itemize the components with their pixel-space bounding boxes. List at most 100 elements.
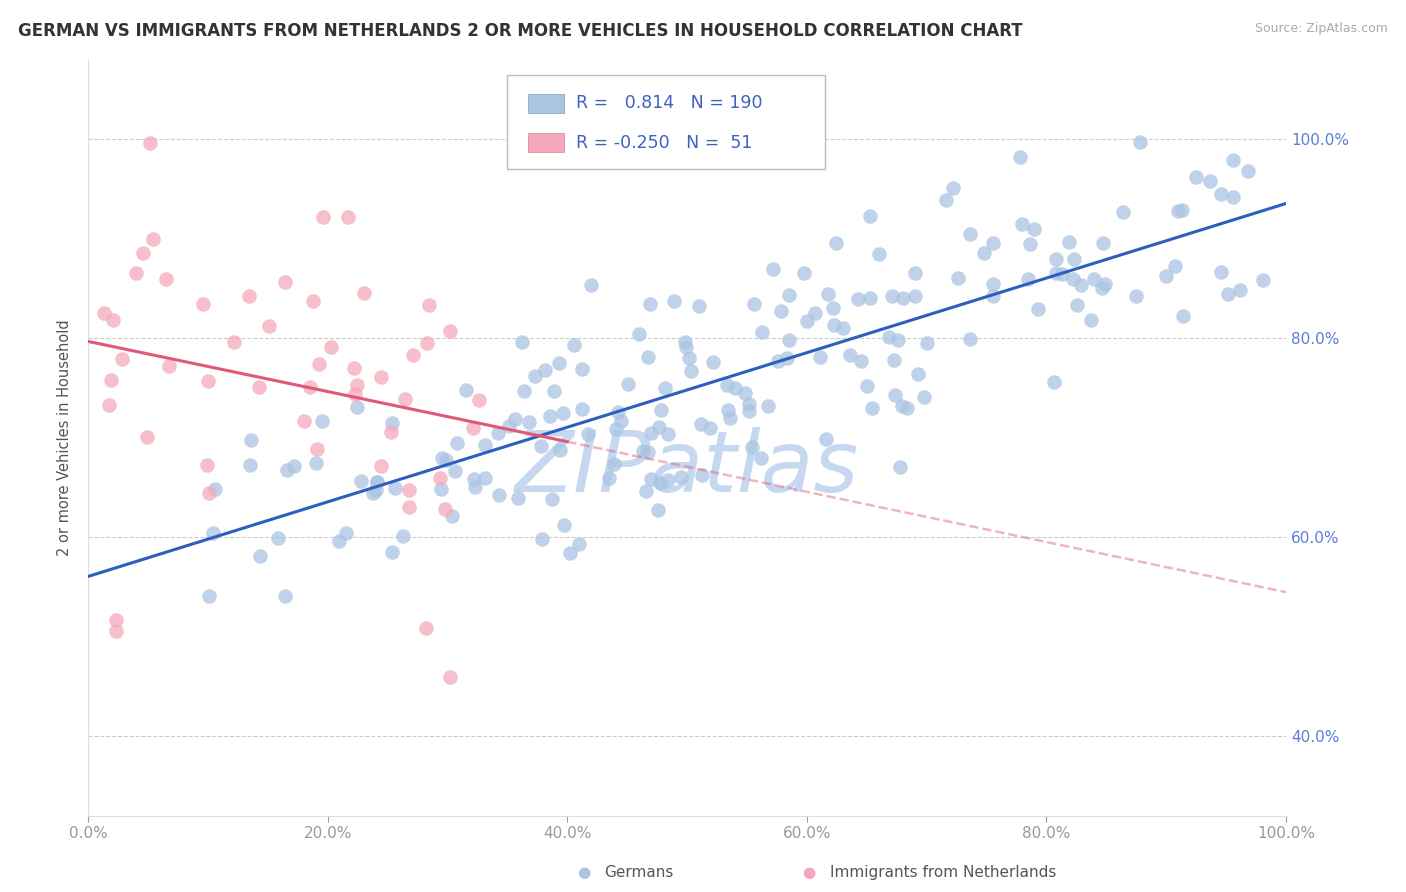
Point xyxy=(568,537,591,551)
Point xyxy=(93,306,115,320)
Point xyxy=(893,291,915,305)
Point xyxy=(859,291,882,305)
Point xyxy=(983,235,1005,250)
Point xyxy=(343,361,366,376)
Point xyxy=(506,491,529,506)
Point xyxy=(571,362,593,376)
Point xyxy=(718,411,741,425)
Point xyxy=(673,335,696,350)
Point xyxy=(543,384,565,399)
Point xyxy=(335,526,357,541)
Point xyxy=(778,334,800,348)
Point xyxy=(887,333,910,347)
Text: Germans: Germans xyxy=(605,865,673,880)
Point xyxy=(915,335,938,350)
Point xyxy=(259,318,281,333)
Text: ●: ● xyxy=(576,865,591,880)
Point xyxy=(1237,164,1260,178)
Point xyxy=(381,545,404,559)
Point xyxy=(912,391,935,405)
Point xyxy=(889,459,911,474)
Point xyxy=(602,457,624,471)
Point xyxy=(1222,153,1244,168)
Point xyxy=(101,313,124,327)
Point xyxy=(1080,313,1102,327)
Point xyxy=(204,482,226,496)
Point xyxy=(579,277,602,292)
Point xyxy=(981,289,1004,303)
Point xyxy=(849,353,872,368)
Point xyxy=(669,470,692,484)
Point xyxy=(690,467,713,482)
Point xyxy=(778,288,800,302)
Point xyxy=(640,426,662,441)
Point xyxy=(131,245,153,260)
Text: Source: ZipAtlas.com: Source: ZipAtlas.com xyxy=(1254,22,1388,36)
Point xyxy=(1091,236,1114,251)
Point xyxy=(434,501,457,516)
Point xyxy=(839,348,862,362)
Point xyxy=(1022,222,1045,236)
Point xyxy=(751,326,773,340)
Point xyxy=(198,589,221,603)
Text: ZIPatlas: ZIPatlas xyxy=(515,426,859,509)
Point xyxy=(446,436,468,450)
Point xyxy=(292,414,315,428)
Point xyxy=(392,529,415,543)
Point xyxy=(1063,252,1085,267)
Point xyxy=(198,485,221,500)
Point xyxy=(742,297,765,311)
Point xyxy=(657,473,679,487)
Point xyxy=(361,485,384,500)
Point xyxy=(553,407,575,421)
Point xyxy=(1209,187,1232,202)
Point xyxy=(142,232,165,246)
Point xyxy=(346,400,368,414)
Point xyxy=(498,418,520,433)
Point xyxy=(517,415,540,429)
Point xyxy=(959,333,981,347)
Point xyxy=(824,236,846,251)
Point xyxy=(1045,266,1067,280)
Point xyxy=(503,412,526,426)
Point xyxy=(973,246,995,260)
Point xyxy=(305,456,328,470)
Point xyxy=(474,471,496,485)
Point xyxy=(1017,271,1039,285)
Point xyxy=(135,430,157,444)
Point xyxy=(558,546,581,560)
Point xyxy=(443,464,465,478)
Point xyxy=(474,438,496,452)
Point xyxy=(299,379,322,393)
Bar xyxy=(527,94,564,113)
Point xyxy=(1094,277,1116,292)
Point xyxy=(416,336,439,351)
Point xyxy=(249,549,271,563)
Point xyxy=(346,378,368,392)
Point xyxy=(157,359,180,374)
Point xyxy=(104,613,127,627)
Point xyxy=(311,211,333,225)
Point xyxy=(884,388,907,402)
Point xyxy=(562,338,585,352)
Point xyxy=(717,402,740,417)
Point xyxy=(640,472,662,486)
Point xyxy=(690,417,713,431)
Point xyxy=(267,531,290,545)
Point xyxy=(1229,283,1251,297)
Point xyxy=(524,369,547,384)
Point xyxy=(364,483,387,498)
Point xyxy=(648,420,671,434)
Point xyxy=(1019,237,1042,252)
Point xyxy=(868,246,890,260)
Point xyxy=(238,289,260,303)
Point xyxy=(1222,190,1244,204)
Point xyxy=(273,589,295,603)
Point xyxy=(598,471,620,485)
Point xyxy=(1156,269,1178,284)
Point xyxy=(366,475,388,490)
Point xyxy=(942,180,965,194)
Point xyxy=(1251,273,1274,287)
Point xyxy=(398,483,420,497)
Point xyxy=(981,277,1004,292)
